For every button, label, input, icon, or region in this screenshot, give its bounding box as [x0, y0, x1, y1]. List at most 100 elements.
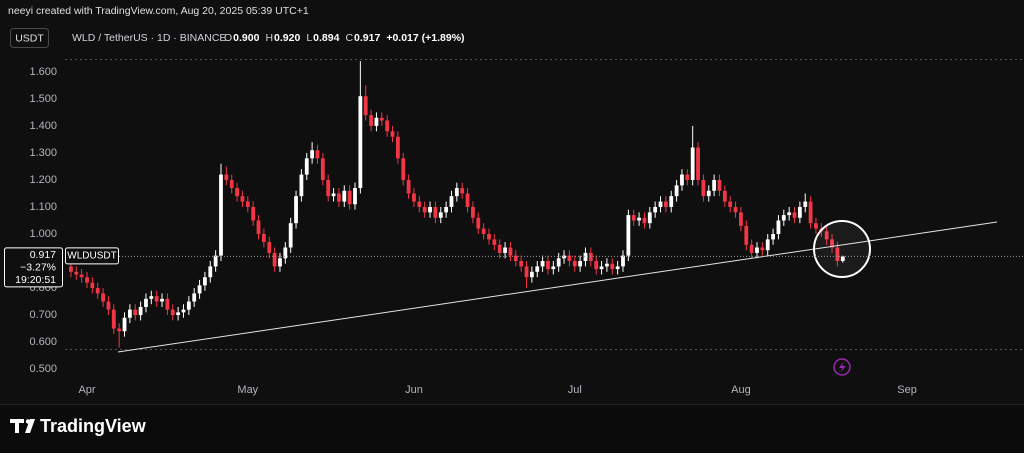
- candle-body: [658, 201, 663, 207]
- candle-body: [567, 255, 572, 262]
- candle-body: [492, 239, 497, 245]
- candle-body: [540, 261, 545, 267]
- candle-body: [111, 309, 116, 329]
- candle-body: [653, 206, 658, 213]
- candle-body: [642, 217, 647, 224]
- candle-body: [347, 190, 352, 205]
- candle-body: [830, 239, 834, 248]
- candle-body: [433, 206, 438, 218]
- candle-body: [122, 317, 127, 332]
- y-tick-label: 0.700: [29, 309, 57, 321]
- ticker-label: WLDUSDT: [67, 251, 116, 262]
- candle-body: [690, 147, 695, 180]
- candle-body: [647, 212, 652, 224]
- highlight-circle: [813, 220, 871, 278]
- price-label: 0.917−3.27%19:20:51 WLDUSDT: [4, 247, 1024, 288]
- credit: neeyi created with TradingView.com, Aug …: [8, 5, 309, 17]
- footer: [0, 405, 1024, 453]
- candle-body: [551, 266, 556, 270]
- candle-body: [186, 301, 191, 310]
- candle-body: [240, 196, 245, 202]
- candle-body: [165, 298, 170, 310]
- candle-body: [176, 312, 181, 316]
- candle-body: [363, 96, 368, 116]
- candle-body: [406, 179, 411, 194]
- currency-button-label[interactable]: USDT: [15, 32, 44, 44]
- y-tick-label: 0.600: [29, 336, 57, 348]
- candle-body: [460, 188, 465, 194]
- candle-body: [840, 256, 845, 262]
- candle-body: [294, 196, 298, 224]
- y-tick-label: 1.100: [29, 201, 57, 213]
- candle-body: [283, 247, 288, 259]
- candle-body: [454, 188, 459, 197]
- candle-body: [288, 223, 293, 248]
- logo: TradingView: [10, 416, 147, 436]
- candle-body: [256, 220, 261, 234]
- candle-body: [808, 201, 813, 224]
- candle-body: [476, 217, 481, 229]
- candle-body: [471, 206, 475, 218]
- candle-body: [615, 266, 620, 270]
- candle-body: [170, 309, 175, 316]
- candle-body: [385, 120, 390, 132]
- candle-body: [594, 261, 599, 270]
- event-icon[interactable]: [833, 358, 851, 376]
- candle-body: [358, 96, 363, 189]
- legend-value: 0.894: [313, 32, 339, 44]
- candle-body: [197, 285, 202, 294]
- currency-button[interactable]: [10, 28, 49, 48]
- price-label-countdown: 19:20:51: [15, 274, 56, 286]
- y-tick-label: 1.200: [29, 174, 57, 186]
- candle-body: [138, 306, 143, 316]
- candle-body: [524, 266, 529, 278]
- candle-body: [117, 328, 122, 332]
- candle-body: [712, 179, 717, 191]
- legend-key: L: [306, 32, 312, 44]
- candle-body: [701, 179, 706, 197]
- candle-body: [428, 206, 432, 213]
- price-label-value: 0.917: [30, 249, 56, 261]
- candle-body: [235, 188, 239, 197]
- candles: [69, 61, 845, 348]
- candle-body: [251, 206, 256, 221]
- candle-body: [706, 190, 711, 197]
- candle-body: [444, 206, 449, 213]
- candle-body: [374, 117, 379, 126]
- candle-body: [744, 225, 749, 245]
- candle-body: [379, 117, 384, 121]
- candle-body: [535, 266, 540, 272]
- candle-body: [803, 201, 808, 207]
- y-tick-label: 1.600: [29, 66, 57, 78]
- candle-body: [583, 252, 588, 262]
- candle-body: [722, 190, 727, 202]
- candle-body: [588, 252, 593, 262]
- legend-change: +0.017 (+1.89%): [386, 32, 464, 44]
- candle-body: [572, 261, 577, 267]
- watermark: TradingView: [40, 416, 147, 436]
- candle-body: [771, 233, 775, 240]
- candle-body: [69, 266, 73, 272]
- candle-body: [149, 296, 154, 299]
- candle-body: [272, 252, 277, 267]
- candle-body: [320, 158, 325, 180]
- y-tick-label: 1.000: [29, 228, 57, 240]
- candle-body: [133, 309, 138, 316]
- candle-body: [213, 255, 218, 267]
- candle-body: [781, 215, 786, 221]
- candle-body: [465, 193, 470, 207]
- candle-body: [438, 212, 443, 218]
- symbol: WLD / TetherUS · 1D · BINANCE: [72, 32, 226, 44]
- candle-body: [422, 206, 427, 213]
- x-tick-label: May: [237, 384, 258, 396]
- candle-body: [663, 201, 668, 207]
- candle-body: [546, 261, 550, 270]
- x-tick-label: Sep: [897, 384, 917, 396]
- legend-key: C: [345, 32, 353, 44]
- candle-body: [739, 212, 743, 226]
- candle-body: [449, 196, 454, 207]
- candle-body: [208, 266, 213, 278]
- candle-body: [733, 206, 738, 213]
